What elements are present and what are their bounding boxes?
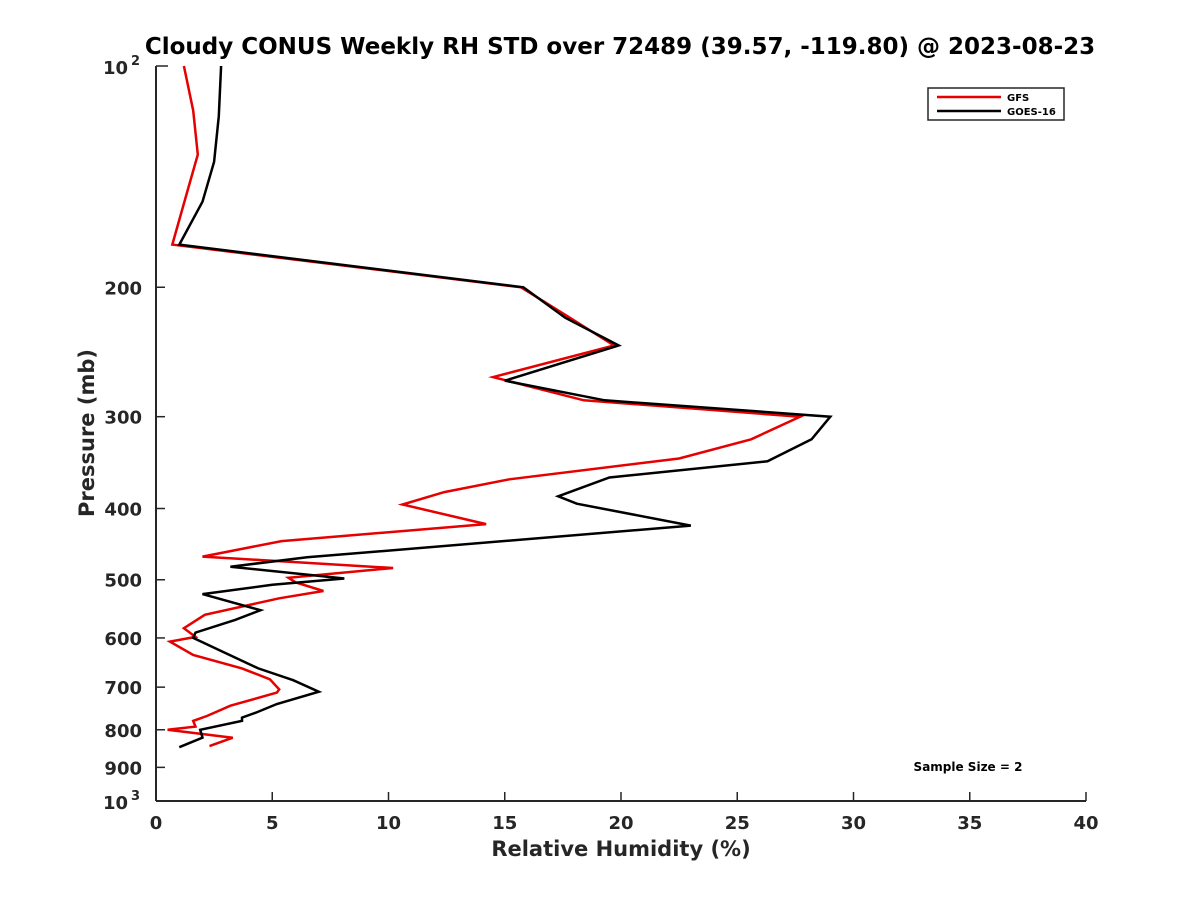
y-tick-label: 200 [104, 278, 142, 299]
x-tick-label: 40 [1073, 813, 1098, 834]
legend-label-gfs: GFS [1007, 93, 1029, 104]
y-decade-tick-exponent: 3 [131, 789, 140, 804]
y-decade-tick-base: 10 [103, 793, 128, 814]
plot-area [155, 66, 1086, 802]
legend-label-goes-16: GOES-16 [1007, 107, 1056, 118]
series-line-gfs [166, 65, 805, 748]
x-tick-label: 15 [492, 813, 517, 834]
x-tick-label: 5 [266, 813, 279, 834]
y-tick-label: 400 [104, 500, 142, 521]
y-tick-label: 800 [104, 721, 142, 742]
x-tick-label: 35 [957, 813, 982, 834]
x-tick-label: 25 [725, 813, 750, 834]
y-tick-label: 300 [104, 408, 142, 429]
x-tick-label: 10 [376, 813, 401, 834]
series-line-goes-16 [177, 65, 833, 749]
x-axis-ticks: 0 5 10 15 20 25 30 35 40 [150, 792, 1099, 834]
y-tick-label: 600 [104, 629, 142, 650]
y-decade-tick-exponent: 2 [131, 54, 140, 69]
x-tick-label: 20 [608, 813, 633, 834]
x-axis-label: Relative Humidity (%) [491, 837, 750, 861]
y-tick-label: 900 [104, 758, 142, 779]
legend-box [927, 87, 1065, 121]
x-tick-label: 30 [841, 813, 866, 834]
series-layer [166, 65, 833, 749]
y-tick-label: 700 [104, 678, 142, 699]
y-tick-label: 500 [104, 571, 142, 592]
y-decade-tick-base: 10 [103, 58, 128, 79]
y-axis-label: Pressure (mb) [75, 349, 99, 517]
legend: GFS GOES-16 [927, 87, 1065, 121]
x-tick-label: 0 [150, 813, 163, 834]
sample-size-annotation: Sample Size = 2 [914, 760, 1023, 774]
chart-title: Cloudy CONUS Weekly RH STD over 72489 (3… [145, 34, 1095, 60]
